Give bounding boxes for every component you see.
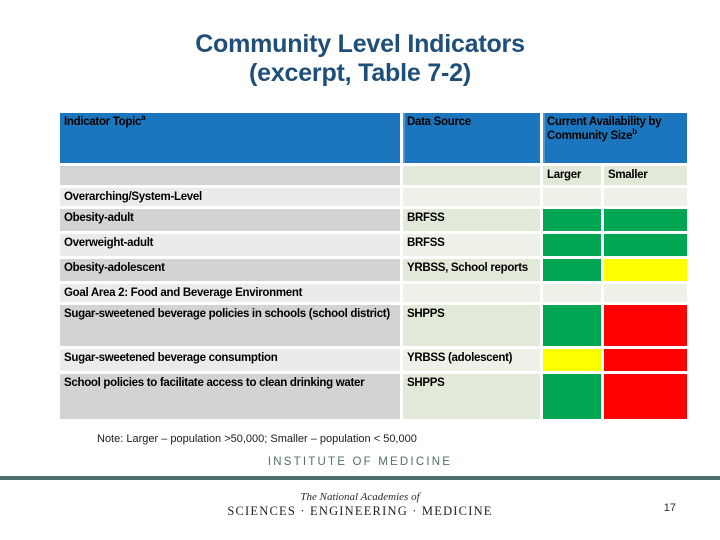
data-source-cell: SHPPS [403, 305, 540, 346]
data-source-cell: YRBSS (adolescent) [403, 349, 540, 371]
data-source-cell [403, 188, 540, 206]
slide-title: Community Level Indicators (excerpt, Tab… [0, 30, 720, 88]
availability-cell-smaller-red [604, 349, 687, 371]
section-row: Goal Area 2: Food and Beverage Environme… [60, 284, 687, 302]
slide-title-line1: Community Level Indicators [195, 30, 525, 58]
page-number: 17 [663, 502, 676, 514]
table-row: Sugar-sweetened beverage consumption YRBS… [60, 349, 687, 371]
slide-title-line2: (excerpt, Table 7-2) [248, 59, 471, 87]
header-indicator-topic: Indicator Topica [60, 113, 400, 163]
national-academies-line1: The National Academies of [300, 491, 420, 503]
availability-cell-smaller-none [604, 284, 687, 302]
subheader-larger: Larger [543, 166, 601, 185]
section-row: Overarching/System-Level [60, 188, 687, 206]
indicator-topic-cell: Obesity-adult [60, 209, 400, 231]
availability-cell-larger-green [543, 374, 601, 419]
indicator-topic-cell: Overweight-adult [60, 234, 400, 256]
footer-divider-rule [0, 476, 720, 480]
data-source-cell: BRFSS [403, 234, 540, 256]
availability-cell-smaller-green [604, 209, 687, 231]
availability-cell-larger-none [543, 188, 601, 206]
data-source-cell: SHPPS [403, 374, 540, 419]
indicator-topic-cell: Goal Area 2: Food and Beverage Environme… [60, 284, 400, 302]
subheader-row: Larger Smaller [60, 166, 687, 185]
subheader-empty-indicator [60, 166, 400, 185]
header-row: Indicator Topica Data Source Current Ava… [60, 113, 687, 163]
table-row: School policies to facilitate access to … [60, 374, 687, 419]
table-row: Sugar-sweetened beverage policies in sch… [60, 305, 687, 346]
availability-cell-smaller-red [604, 305, 687, 346]
indicator-table: Indicator Topica Data Source Current Ava… [57, 110, 690, 422]
data-source-cell: YRBSS, School reports [403, 259, 540, 281]
data-source-cell [403, 284, 540, 302]
subheader-smaller: Smaller [604, 166, 687, 185]
availability-cell-larger-green [543, 234, 601, 256]
indicator-table-body: Overarching/System-Level Obesity-adult BRF… [60, 188, 687, 419]
footnote-marker-a: a [141, 113, 146, 123]
population-note: Note: Larger – population >50,000; Small… [97, 433, 417, 445]
indicator-topic-cell: Overarching/System-Level [60, 188, 400, 206]
table-row: Obesity-adult BRFSS [60, 209, 687, 231]
indicator-topic-cell: Sugar-sweetened beverage policies in sch… [60, 305, 400, 346]
institute-of-medicine-label: INSTITUTE OF MEDICINE [267, 456, 453, 468]
header-indicator-topic-label: Indicator Topic [64, 116, 142, 128]
availability-cell-smaller-none [604, 188, 687, 206]
data-source-cell: BRFSS [403, 209, 540, 231]
header-data-source: Data Source [403, 113, 540, 163]
indicator-topic-cell: Obesity-adolescent [60, 259, 400, 281]
availability-cell-smaller-green [604, 234, 687, 256]
national-academies-line2: SCIENCES · ENGINEERING · MEDICINE [227, 504, 493, 518]
availability-cell-larger-green [543, 209, 601, 231]
indicator-topic-cell: School policies to facilitate access to … [60, 374, 400, 419]
subheader-empty-source [403, 166, 540, 185]
availability-cell-larger-none [543, 284, 601, 302]
footnote-marker-b: b [632, 127, 637, 137]
table-row: Obesity-adolescent YRBSS, School reports [60, 259, 687, 281]
availability-cell-smaller-red [604, 374, 687, 419]
availability-cell-larger-green [543, 259, 601, 281]
indicator-table-head: Indicator Topica Data Source Current Ava… [60, 113, 687, 185]
availability-cell-larger-green [543, 305, 601, 346]
table-row: Overweight-adult BRFSS [60, 234, 687, 256]
availability-cell-smaller-yellow [604, 259, 687, 281]
indicator-topic-cell: Sugar-sweetened beverage consumption [60, 349, 400, 371]
header-availability: Current Availability by Community Sizeb [543, 113, 687, 163]
header-data-source-label: Data Source [407, 116, 471, 128]
availability-cell-larger-yellow [543, 349, 601, 371]
header-availability-label: Current Availability by Community Size [547, 116, 662, 143]
